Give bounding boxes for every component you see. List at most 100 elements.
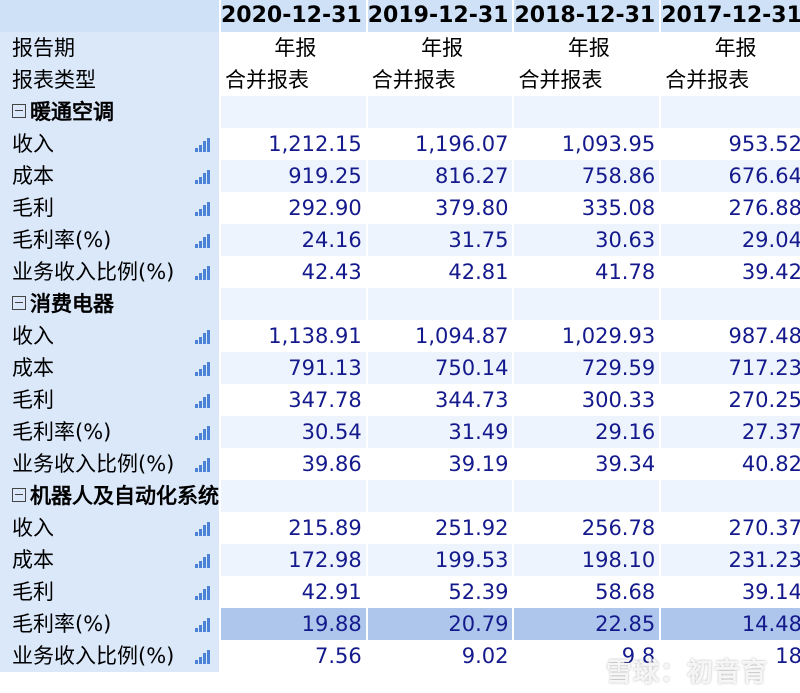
cell-value: 251.92 <box>366 512 515 544</box>
cell-value: 42.43 <box>220 256 368 288</box>
cell-value: 52.39 <box>366 576 515 608</box>
bar-chart-icon[interactable] <box>195 201 211 216</box>
cell-value: 39.34 <box>513 448 662 480</box>
row-label-text: 毛利率(%) <box>12 228 112 252</box>
cell-value: 20.79 <box>366 608 515 640</box>
bar-chart-icon[interactable] <box>195 137 211 152</box>
row-label: 收入 <box>0 512 221 544</box>
row-label: 成本 <box>0 352 221 384</box>
financial-table: 2020-12-31 2019-12-31 2018-12-31 2017-12… <box>0 0 800 672</box>
cell-value: 953.52 <box>660 128 800 160</box>
row-label: 成本 <box>0 160 221 192</box>
table-row[interactable]: 成本 919.25 816.27 758.86 676.64 <box>0 160 800 192</box>
section-header-row[interactable]: 暖通空调 <box>0 96 800 128</box>
cell-value: 年报 <box>513 32 662 64</box>
bar-chart-icon[interactable] <box>195 329 211 344</box>
cell-value: 40.82 <box>660 448 800 480</box>
section-title[interactable]: 暖通空调 <box>0 96 221 128</box>
table-row[interactable]: 成本 791.13 750.14 729.59 717.23 <box>0 352 800 384</box>
cell-value: 1,138.91 <box>220 320 368 352</box>
bar-chart-icon[interactable] <box>195 457 211 472</box>
row-label: 收入 <box>0 128 221 160</box>
row-label-text: 收入 <box>12 324 54 348</box>
row-label-text: 业务收入比例(%) <box>12 644 175 668</box>
row-label: 报告期 <box>0 32 221 64</box>
bar-chart-icon[interactable] <box>195 265 211 280</box>
table-row[interactable]: 业务收入比例(%) 39.86 39.19 39.34 40.82 <box>0 448 800 480</box>
cell-value: 1,093.95 <box>513 128 662 160</box>
cell-value: 27.37 <box>660 416 800 448</box>
cell-value: 42.81 <box>366 256 515 288</box>
cell-value: 270.37 <box>660 512 800 544</box>
header-row: 2020-12-31 2019-12-31 2018-12-31 2017-12… <box>0 0 800 32</box>
bar-chart-icon[interactable] <box>195 649 211 664</box>
cell-value: 215.89 <box>220 512 368 544</box>
cell-value: 39.19 <box>366 448 515 480</box>
table-row[interactable]: 毛利 347.78 344.73 300.33 270.25 <box>0 384 800 416</box>
section-title-text: 机器人及自动化系统 <box>30 484 219 508</box>
cell-value: 29.16 <box>513 416 662 448</box>
table-row[interactable]: 毛利率(%) 19.88 20.79 22.85 14.48 <box>0 608 800 640</box>
row-label: 毛利率(%) <box>0 224 221 256</box>
bar-chart-icon[interactable] <box>195 361 211 376</box>
table-row[interactable]: 收入 215.89 251.92 256.78 270.37 <box>0 512 800 544</box>
cell-value: 58.68 <box>513 576 662 608</box>
table-row[interactable]: 业务收入比例(%) 7.56 9.02 9.8 18 <box>0 640 800 672</box>
column-header[interactable]: 2020-12-31 <box>220 0 368 32</box>
column-header[interactable]: 2018-12-31 <box>513 0 662 32</box>
bar-chart-icon[interactable] <box>195 553 211 568</box>
blank-cell <box>366 96 515 128</box>
cell-value: 717.23 <box>660 352 800 384</box>
cell-value: 18 <box>660 640 800 672</box>
collapse-icon[interactable] <box>12 104 26 118</box>
bar-chart-icon[interactable] <box>195 585 211 600</box>
bar-chart-icon[interactable] <box>195 521 211 536</box>
section-title[interactable]: 消费电器 <box>0 288 221 320</box>
row-label-text: 成本 <box>12 164 54 188</box>
blank-cell <box>660 288 800 320</box>
bar-chart-icon[interactable] <box>195 617 211 632</box>
collapse-icon[interactable] <box>12 296 26 310</box>
cell-value: 22.85 <box>513 608 662 640</box>
table-row[interactable]: 毛利 42.91 52.39 58.68 39.14 <box>0 576 800 608</box>
table-row[interactable]: 业务收入比例(%) 42.43 42.81 41.78 39.42 <box>0 256 800 288</box>
column-header[interactable]: 2019-12-31 <box>366 0 515 32</box>
cell-value: 987.48 <box>660 320 800 352</box>
table-row[interactable]: 收入 1,138.91 1,094.87 1,029.93 987.48 <box>0 320 800 352</box>
bar-chart-icon[interactable] <box>195 425 211 440</box>
section-title[interactable]: 机器人及自动化系统 <box>0 480 221 512</box>
row-label: 毛利 <box>0 576 221 608</box>
cell-value: 9.02 <box>366 640 515 672</box>
watermark: 雪球：初音育 <box>606 658 769 688</box>
cell-value: 39.14 <box>660 576 800 608</box>
blank-cell <box>660 480 800 512</box>
cell-value: 231.23 <box>660 544 800 576</box>
bar-chart-icon[interactable] <box>195 393 211 408</box>
blank-cell <box>220 480 368 512</box>
table-row[interactable]: 毛利率(%) 24.16 31.75 30.63 29.04 <box>0 224 800 256</box>
table-row[interactable]: 收入 1,212.15 1,196.07 1,093.95 953.52 <box>0 128 800 160</box>
table-row[interactable]: 毛利率(%) 30.54 31.49 29.16 27.37 <box>0 416 800 448</box>
section-header-row[interactable]: 机器人及自动化系统 <box>0 480 800 512</box>
cell-value: 39.86 <box>220 448 368 480</box>
cell-value: 合并报表 <box>366 64 515 96</box>
cell-value: 791.13 <box>220 352 368 384</box>
collapse-icon[interactable] <box>12 488 26 502</box>
cell-value: 1,029.93 <box>513 320 662 352</box>
table-row[interactable]: 成本 172.98 199.53 198.10 231.23 <box>0 544 800 576</box>
row-label: 毛利 <box>0 192 221 224</box>
table-row[interactable]: 毛利 292.90 379.80 335.08 276.88 <box>0 192 800 224</box>
blank-cell <box>220 96 368 128</box>
bar-chart-icon[interactable] <box>195 169 211 184</box>
cell-value: 816.27 <box>366 160 515 192</box>
cell-value: 198.10 <box>513 544 662 576</box>
cell-value: 9.8 <box>513 640 662 672</box>
cell-value: 256.78 <box>513 512 662 544</box>
cell-value: 31.75 <box>366 224 515 256</box>
cell-value: 729.59 <box>513 352 662 384</box>
bar-chart-icon[interactable] <box>195 233 211 248</box>
column-header[interactable]: 2017-12-31 <box>660 0 800 32</box>
row-label: 收入 <box>0 320 221 352</box>
section-header-row[interactable]: 消费电器 <box>0 288 800 320</box>
blank-cell <box>513 288 662 320</box>
